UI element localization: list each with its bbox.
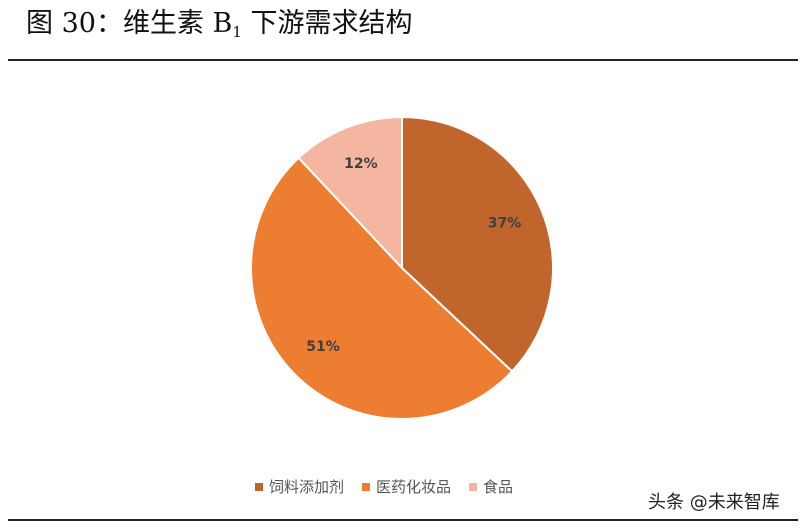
figure-title-main: 图 30：维生素 B [26,8,233,39]
legend: 饲料添加剂 医药化妆品 食品 [255,476,513,497]
figure-title: 图 30：维生素 B1 下游需求结构 [26,2,413,49]
legend-swatch-food [469,482,478,491]
legend-item-food: 食品 [469,476,513,497]
legend-item-feed-additive: 饲料添加剂 [255,476,344,497]
slice-label-feed-additive: 37% [488,216,522,232]
slice-label-pharma-cosmetics: 51% [306,339,340,355]
legend-swatch-pharma-cosmetics [362,482,371,491]
figure-title-rest: 下游需求结构 [241,8,413,39]
pie-slices [250,115,554,420]
slice-feed-additive [401,115,554,373]
legend-label-pharma-cosmetics: 医药化妆品 [376,478,452,496]
pie-labels: 37% 51% 12% [306,156,521,355]
slice-label-food: 12% [344,156,378,172]
legend-label-feed-additive: 饲料添加剂 [269,478,345,496]
figure-title-subscript: 1 [232,23,242,41]
legend-item-pharma-cosmetics: 医药化妆品 [362,476,451,497]
slice-food [297,115,403,271]
bottom-rule [8,519,798,521]
slice-pharma-cosmetics [250,156,514,420]
top-rule [8,59,798,61]
legend-label-food: 食品 [483,478,514,496]
watermark: 头条 @未来智库 [648,492,780,513]
legend-swatch-feed-additive [255,482,263,491]
